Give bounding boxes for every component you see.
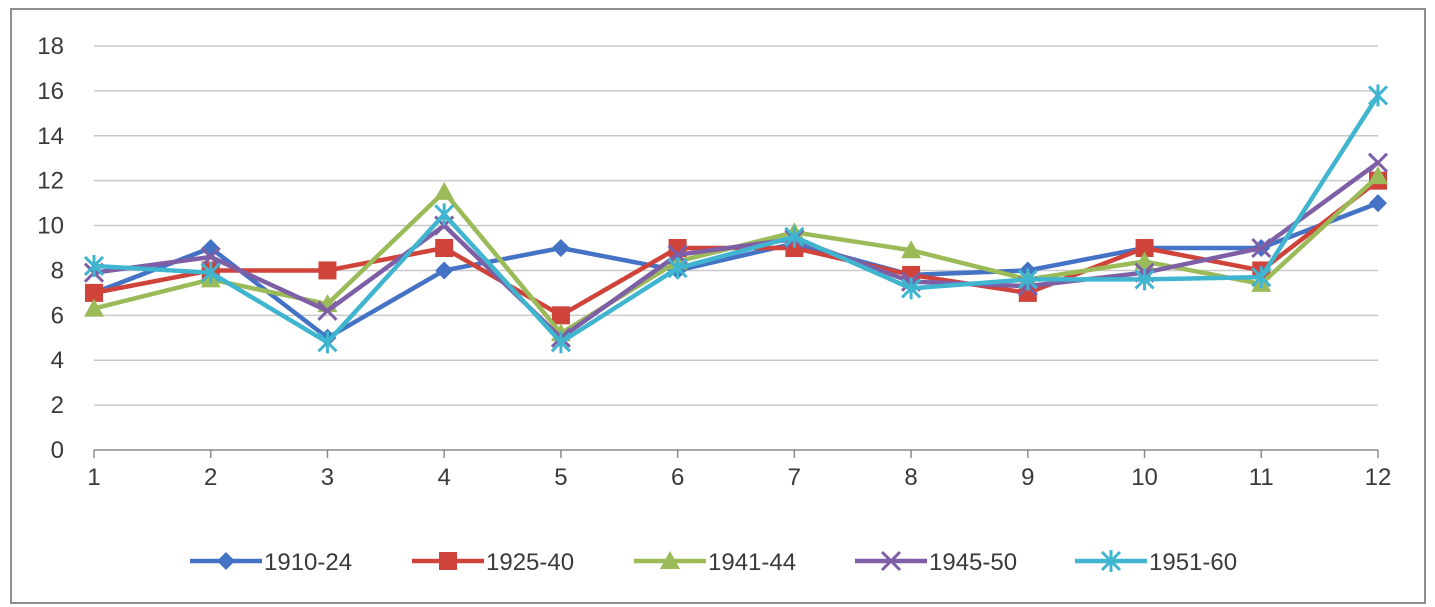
diamond-marker — [551, 239, 570, 257]
diamond-marker — [217, 552, 235, 570]
star-marker — [550, 331, 571, 354]
x-tick-label: 6 — [671, 464, 684, 491]
legend-label: 1941-44 — [708, 549, 796, 576]
y-tick-label: 8 — [51, 257, 64, 284]
x-axis — [93, 449, 1379, 458]
x-tick-label: 2 — [204, 464, 217, 491]
chart-frame — [10, 8, 1426, 604]
star-marker — [667, 257, 688, 280]
gridlines — [94, 45, 1378, 406]
y-tick-label: 6 — [51, 302, 64, 329]
diamond-marker — [1369, 194, 1387, 213]
triangle-marker — [84, 298, 104, 317]
star-marker — [1017, 268, 1038, 291]
star-marker — [434, 203, 455, 226]
star-marker — [901, 277, 922, 300]
series-line — [93, 160, 1380, 341]
triangle-marker — [660, 551, 680, 569]
star-marker — [1251, 266, 1272, 289]
diamond-marker — [435, 261, 454, 280]
triangle-marker — [1368, 166, 1388, 185]
square-marker — [85, 283, 103, 302]
legend-item: 1910-24 — [190, 549, 352, 576]
series-1951-60 — [83, 84, 1389, 354]
legend-item: 1925-40 — [412, 549, 574, 576]
x-tick-label: 1 — [87, 464, 100, 491]
x-marker — [200, 246, 221, 268]
legend-item: 1941-44 — [634, 549, 796, 576]
square-marker — [318, 261, 337, 280]
y-tick-label: 4 — [51, 347, 64, 374]
x-marker — [1251, 237, 1272, 259]
x-tick-label: 5 — [554, 464, 567, 491]
x-marker — [880, 550, 902, 572]
legend-item: 1945-50 — [855, 549, 1017, 576]
square-marker — [435, 239, 454, 257]
legend-label: 1951-60 — [1149, 549, 1237, 576]
star-marker — [1100, 550, 1122, 572]
star-marker — [200, 261, 221, 284]
y-tick-label: 2 — [51, 392, 64, 419]
legend-label: 1910-24 — [264, 549, 352, 576]
triangle-marker — [1134, 251, 1155, 270]
x-tick-label: 3 — [321, 464, 334, 491]
x-marker — [317, 300, 338, 321]
triangle-marker — [434, 181, 455, 200]
series-line — [93, 94, 1380, 345]
x-axis-tick-labels: 1 2 3 4 5 6 7 8 9 10 11 12 — [87, 464, 1391, 491]
series-line — [93, 201, 1379, 341]
legend-item: 1951-60 — [1075, 549, 1237, 576]
star-marker — [784, 225, 805, 248]
x-tick-label: 7 — [788, 464, 801, 491]
triangle-marker — [901, 240, 922, 259]
x-tick-label: 10 — [1131, 464, 1158, 491]
series-group — [83, 84, 1389, 354]
y-tick-label: 12 — [37, 168, 64, 195]
x-tick-label: 9 — [1021, 464, 1034, 491]
star-marker — [317, 331, 338, 354]
square-marker — [551, 306, 570, 325]
legend: 1910-24 1925-40 1941-44 1945-50 1951-60 — [190, 549, 1237, 576]
y-tick-label: 18 — [37, 33, 64, 60]
y-tick-label: 14 — [37, 123, 64, 150]
x-tick-label: 8 — [904, 464, 917, 491]
x-tick-label: 11 — [1249, 464, 1274, 491]
y-tick-label: 10 — [37, 213, 64, 240]
star-marker — [1134, 268, 1155, 291]
legend-label: 1945-50 — [929, 549, 1017, 576]
y-tick-label: 0 — [51, 437, 64, 464]
legend-label: 1925-40 — [486, 549, 574, 576]
y-axis-tick-labels: 0 2 4 6 8 10 12 14 16 18 — [37, 33, 64, 464]
y-tick-label: 16 — [37, 78, 64, 105]
square-marker — [439, 552, 457, 570]
star-marker — [1367, 84, 1389, 107]
square-marker — [1018, 283, 1037, 302]
star-marker — [83, 254, 105, 277]
square-marker — [1135, 239, 1154, 257]
x-marker — [1367, 152, 1389, 173]
x-tick-label: 12 — [1365, 464, 1392, 491]
x-tick-label: 4 — [438, 464, 451, 491]
